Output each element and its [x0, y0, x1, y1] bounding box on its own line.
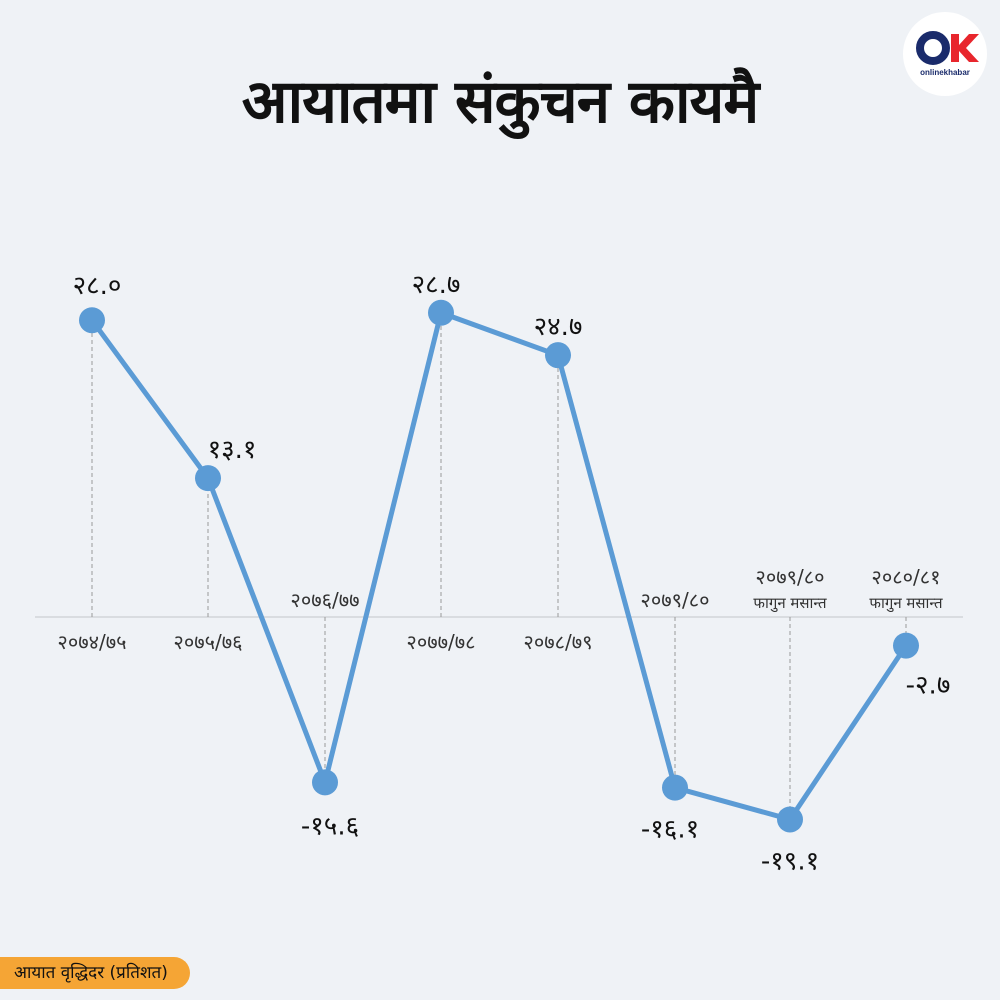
- category-label: २०७५/७६: [173, 630, 242, 654]
- value-label: २४.७: [534, 312, 583, 342]
- data-point: [195, 465, 221, 492]
- page-title: आयातमा संकुचन कायमै: [241, 67, 759, 137]
- category-label: २०७९/८०: [640, 588, 709, 612]
- data-point: [312, 769, 338, 796]
- category-label: फागुन मसान्त: [869, 594, 943, 613]
- category-label: २०७७/७८: [406, 630, 475, 654]
- value-label: २८.०: [73, 271, 122, 301]
- value-label: २८.७: [412, 270, 461, 300]
- onlinekhabar-logo: onlinekhabar: [903, 12, 987, 96]
- value-label: -१५.६: [301, 811, 359, 841]
- category-label: २०८०/८१: [871, 565, 940, 589]
- category-label: फागुन मसान्त: [753, 594, 827, 613]
- data-point: [428, 299, 454, 326]
- logo-wordmark: onlinekhabar: [920, 68, 970, 77]
- category-label: २०७९/८०: [755, 565, 824, 589]
- value-label: -२.७: [906, 671, 951, 701]
- data-point: [545, 342, 571, 369]
- value-label: १३.१: [208, 435, 257, 465]
- category-label: २०७४/७५: [57, 630, 126, 654]
- series-line: [89, 310, 909, 822]
- legend-badge: आयात वृद्धिदर (प्रतिशत): [0, 957, 190, 989]
- data-point: [893, 632, 919, 659]
- data-point: [777, 806, 803, 833]
- data-point: [79, 307, 105, 334]
- category-label: २०७८/७९: [523, 630, 592, 654]
- value-label: -१६.१: [641, 815, 699, 845]
- value-label: -१९.१: [761, 846, 819, 876]
- data-point: [662, 774, 688, 801]
- category-label: २०७६/७७: [290, 588, 359, 612]
- logo-mark-icon: [916, 31, 979, 65]
